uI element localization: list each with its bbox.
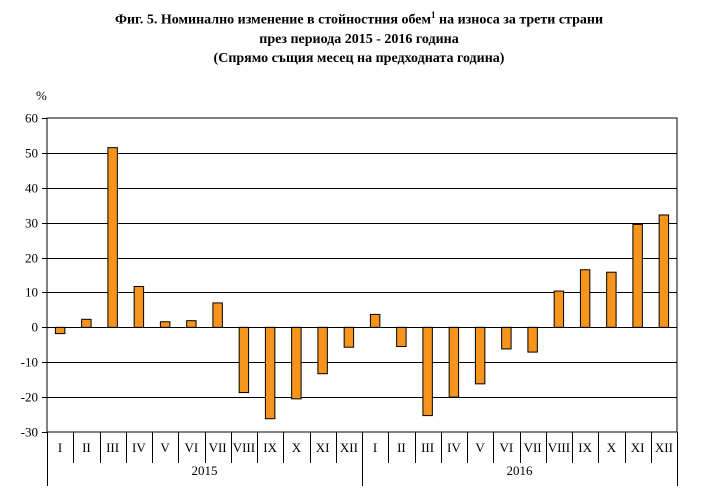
bar [369,313,381,328]
chart-subtitle-2: (Спрямо същия месец на предходната годин… [213,50,505,66]
y-tick-label: -20 [21,390,38,405]
x-group-label: 2016 [507,463,534,478]
y-tick-label: -10 [21,355,38,370]
y-tick-label: 40 [25,181,38,196]
x-tick-label: IX [578,440,592,455]
x-tick-label: VI [185,440,199,455]
bar [527,326,538,353]
chart-title-block: Фиг. 5. Номинално изменение в стойностни… [0,6,718,68]
x-tick-label: IV [132,440,146,455]
bar [81,318,92,328]
x-tick-label: IX [263,440,277,455]
x-group-label: 2015 [192,463,218,478]
bar [159,321,171,328]
bar [474,326,486,385]
y-tick-label: 20 [25,251,38,266]
x-tick-label: XII [655,440,673,455]
chart-subtitle: през периода 2015 - 2016 година [259,31,459,47]
bar [186,320,197,328]
y-tick-label: 50 [25,146,38,161]
bar [632,223,643,328]
x-tick-label: V [475,440,485,455]
bar [553,290,565,328]
x-tick-label: VI [500,440,514,455]
x-tick-label: III [421,440,434,455]
x-tick-label: VIII [548,440,570,455]
bar [658,214,670,328]
bar [264,326,276,420]
bar [317,326,328,375]
x-tick-label: I [373,440,377,455]
bar [579,269,591,328]
bar [238,326,250,394]
x-tick-label: IV [447,440,461,455]
bar [606,271,617,328]
x-tick-label: XI [316,440,330,455]
x-tick-label: I [58,440,62,455]
bar [501,326,512,350]
bar [212,302,223,328]
x-tick-label: VII [209,440,227,455]
bar [291,326,302,400]
bar [422,326,433,417]
bar [448,326,460,398]
x-tick-label: V [160,440,170,455]
x-tick-label: X [607,440,617,455]
bar [396,326,407,348]
y-tick-label: 30 [25,216,38,231]
bar [343,326,355,348]
bar [54,326,66,335]
x-tick-label: II [397,440,406,455]
x-tick-label: XII [340,440,358,455]
x-tick-label: VII [524,440,542,455]
x-tick-label: VIII [233,440,255,455]
y-tick-label: -30 [21,425,38,440]
x-tick-label: II [82,440,91,455]
y-tick-label: 10 [25,285,38,300]
bar [133,286,145,328]
x-tick-label: X [292,440,302,455]
bar [107,147,118,328]
y-tick-label: 60 [25,111,38,126]
y-tick-label: 0 [32,320,39,335]
title-footnote-mark: 1 [431,10,436,20]
y-axis-label: % [36,88,47,103]
x-tick-label: XI [631,440,645,455]
chart-title: Фиг. 5. Номинално изменение в стойностни… [114,10,604,28]
x-tick-label: III [106,440,119,455]
